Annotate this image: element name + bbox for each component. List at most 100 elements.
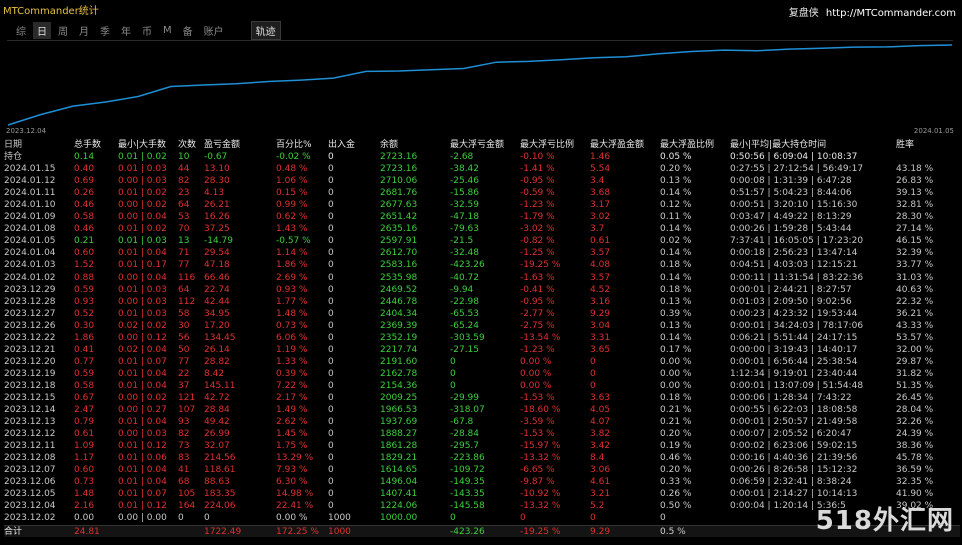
table-cell: 0:51:57 | 5:04:23 | 8:44:06 (730, 188, 852, 199)
table-cell: -9.87 % (520, 477, 555, 488)
brand-url-link[interactable]: http://MTCommander.com (825, 8, 956, 19)
table-row[interactable]: 2023.12.07 0.60 0.01 | 0.04 41 118.61 7.93 % 0… (4, 464, 960, 476)
table-cell: 49.42 (204, 417, 230, 428)
holding-cell: 2723.16 (380, 152, 418, 163)
table-cell: 0.01 | 0.04 (118, 477, 167, 488)
table-cell: 47.18 (204, 260, 230, 271)
table-row[interactable]: 2023.12.15 0.67 0.00 | 0.02 121 42.72 2.17 % 0… (4, 392, 960, 404)
table-row[interactable]: 2023.12.08 1.17 0.01 | 0.06 83 214.56 13.29 %… (4, 452, 960, 464)
table-row[interactable]: 2023.12.18 0.58 0.01 | 0.04 37 145.11 7.22 % 0… (4, 380, 960, 392)
table-row[interactable]: 2023.12.28 0.93 0.00 | 0.03 112 42.44 1.77 % 0… (4, 296, 960, 308)
table-cell: 0.52 (74, 308, 95, 319)
table-row[interactable]: 2023.12.11 1.09 0.01 | 0.12 73 32.07 1.75 % 0 1… (4, 440, 960, 452)
table-cell: 0.33 % (660, 477, 692, 488)
table-cell: 2009.25 (380, 392, 418, 403)
table-row[interactable]: 2023.12.26 0.30 0.02 | 0.02 30 17.20 0.73 % 0 2… (4, 320, 960, 332)
tab-overview[interactable]: 综 (16, 26, 26, 38)
table-cell: 66.46 (204, 272, 230, 283)
table-cell: 0 (590, 368, 596, 379)
table-cell: 53 (178, 212, 190, 223)
table-cell: 2217.74 (380, 344, 418, 355)
table-row[interactable]: 2024.01.04 0.60 0.01 | 0.04 71 29.54 1.14 % 0 2… (4, 247, 960, 259)
table-cell: 53.57 % (896, 332, 934, 343)
tab-m[interactable]: M (163, 24, 172, 36)
table-row-holding[interactable]: 持仓 0.14 0.01 | 0.02 10 -0.67 -0.02 % 0 2723.16 -… (4, 151, 960, 163)
tab-currency[interactable]: 币 (142, 26, 152, 38)
table-cell: 37 (178, 380, 190, 391)
table-cell: 0:00:23 | 4:23:32 | 19:53:44 (730, 308, 858, 319)
table-row[interactable]: 2023.12.04 2.16 0.01 | 0.12 164 224.06 22.41 … (4, 500, 960, 512)
table-cell: 8.4 (590, 453, 605, 464)
table-cell: 3.7 (590, 224, 605, 235)
table-cell: 0.93 % (276, 284, 308, 295)
tab-quarter[interactable]: 季 (100, 26, 110, 38)
table-row[interactable]: 2024.01.15 0.40 0.01 | 0.03 44 13.10 0.48 % 0 2… (4, 163, 960, 175)
table-cell: 134.45 (204, 332, 236, 343)
trail-button[interactable]: 轨迹 (250, 20, 281, 40)
table-row[interactable]: 2023.12.29 0.59 0.01 | 0.03 64 22.74 0.93 % 0 2… (4, 284, 960, 296)
table-cell: 13 (178, 236, 190, 247)
table-cell: 44 (178, 164, 190, 175)
total-cell (380, 526, 450, 537)
table-cell: 107 (178, 405, 196, 416)
tab-account[interactable]: 账户 (203, 26, 224, 38)
table-row[interactable]: 2024.01.10 0.46 0.00 | 0.02 64 26.21 0.99 % 0 2… (4, 199, 960, 211)
table-cell: 0 (328, 200, 334, 211)
table-cell: 0 (328, 236, 334, 247)
table-cell: 2024.01.10 (4, 200, 56, 211)
table-cell: 2024.01.09 (4, 212, 56, 223)
table-cell: -295.7 (450, 441, 480, 452)
table-cell: 2023.12.22 (4, 332, 56, 343)
table-cell: 33.77 % (896, 260, 934, 271)
table-row[interactable]: 2024.01.09 0.58 0.00 | 0.04 53 16.26 0.62 % 0 2… (4, 211, 960, 223)
tab-week[interactable]: 周 (58, 26, 68, 38)
header-cell: 最大浮亏比例 (520, 140, 575, 150)
table-row[interactable]: 2024.01.08 0.46 0.01 | 0.02 70 37.25 1.43 % 0 2… (4, 223, 960, 235)
table-row[interactable]: 2024.01.05 0.21 0.01 | 0.03 13 -14.79 -0.57 %… (4, 235, 960, 247)
table-cell: 0 (450, 356, 456, 367)
table-cell: 17.20 (204, 320, 230, 331)
table-row[interactable]: 2023.12.27 0.52 0.01 | 0.03 58 34.95 1.48 % 0 2… (4, 308, 960, 320)
table-cell: 0 (328, 260, 334, 271)
table-cell: -40.72 (450, 272, 480, 283)
table-cell: 32.26 % (896, 417, 934, 428)
table-row[interactable]: 2023.12.20 0.77 0.01 | 0.07 77 28.82 1.33 % 0 2… (4, 356, 960, 368)
tab-day[interactable]: 日 (33, 21, 51, 39)
table-body: 2024.01.15 0.40 0.01 | 0.03 44 13.10 0.48 % 0 2… (4, 163, 960, 524)
table-row[interactable]: 2023.12.22 1.86 0.00 | 0.12 56 134.45 6.06 % 0… (4, 332, 960, 344)
header-cell: 次数 (178, 140, 197, 150)
table-row[interactable]: 2023.12.13 0.79 0.01 | 0.04 93 49.42 2.62 % 0 1… (4, 416, 960, 428)
tab-notes[interactable]: 备 (182, 26, 193, 38)
table-cell: 13.29 % (276, 453, 314, 464)
table-row[interactable]: 2024.01.12 0.69 0.00 | 0.03 82 28.30 1.06 % 0 2… (4, 175, 960, 187)
table-cell: 42.72 (204, 392, 230, 403)
table-cell: 8.42 (204, 368, 225, 379)
table-cell: 41.90 % (896, 489, 934, 500)
table-cell: 2154.36 (380, 380, 418, 391)
holding-cell: 0.01 | 0.02 (118, 152, 167, 163)
table-row[interactable]: 2023.12.12 0.61 0.00 | 0.03 82 26.99 1.45 % 0 1… (4, 428, 960, 440)
table-cell: 2635.16 (380, 224, 418, 235)
table-row[interactable]: 2023.12.14 2.47 0.00 | 0.27 107 28.84 1.49 % 0… (4, 404, 960, 416)
table-cell: 0 (590, 356, 596, 367)
tab-month[interactable]: 月 (79, 26, 89, 38)
table-cell: 1.49 % (276, 405, 308, 416)
table-cell: 2023.12.11 (4, 441, 56, 452)
table-row[interactable]: 2024.01.03 1.52 0.01 | 0.17 77 47.18 1.86 % 0 2… (4, 259, 960, 271)
table-row[interactable]: 2023.12.02 0.00 0.00 | 0.00 0 0 0.00 % 1000 100… (4, 512, 960, 524)
table-row[interactable]: 2023.12.05 1.48 0.01 | 0.07 105 183.35 14.98 … (4, 488, 960, 500)
table-cell: 0.40 (74, 164, 95, 175)
tab-year[interactable]: 年 (121, 26, 131, 38)
table-cell: 45.78 % (896, 453, 934, 464)
table-row[interactable]: 2023.12.21 0.41 0.02 | 0.04 50 26.14 1.19 % 0 2… (4, 344, 960, 356)
table-cell: 1.75 % (276, 441, 308, 452)
table-cell: 0.01 | 0.07 (118, 489, 167, 500)
table-cell: 2024.01.03 (4, 260, 56, 271)
holding-cell: 0.14 (74, 152, 95, 163)
table-row[interactable]: 2024.01.11 0.26 0.01 | 0.02 23 4.13 0.15 % 0 26… (4, 187, 960, 199)
table-cell: 0.00 % (520, 380, 552, 391)
table-row[interactable]: 2023.12.19 0.59 0.01 | 0.04 22 8.42 0.39 % 0 21… (4, 368, 960, 380)
table-cell: -47.18 (450, 212, 480, 223)
table-row[interactable]: 2023.12.06 0.73 0.01 | 0.04 68 88.63 6.30 % 0 1… (4, 476, 960, 488)
table-row[interactable]: 2024.01.02 0.88 0.00 | 0.04 116 66.46 2.69 % 0… (4, 272, 960, 284)
